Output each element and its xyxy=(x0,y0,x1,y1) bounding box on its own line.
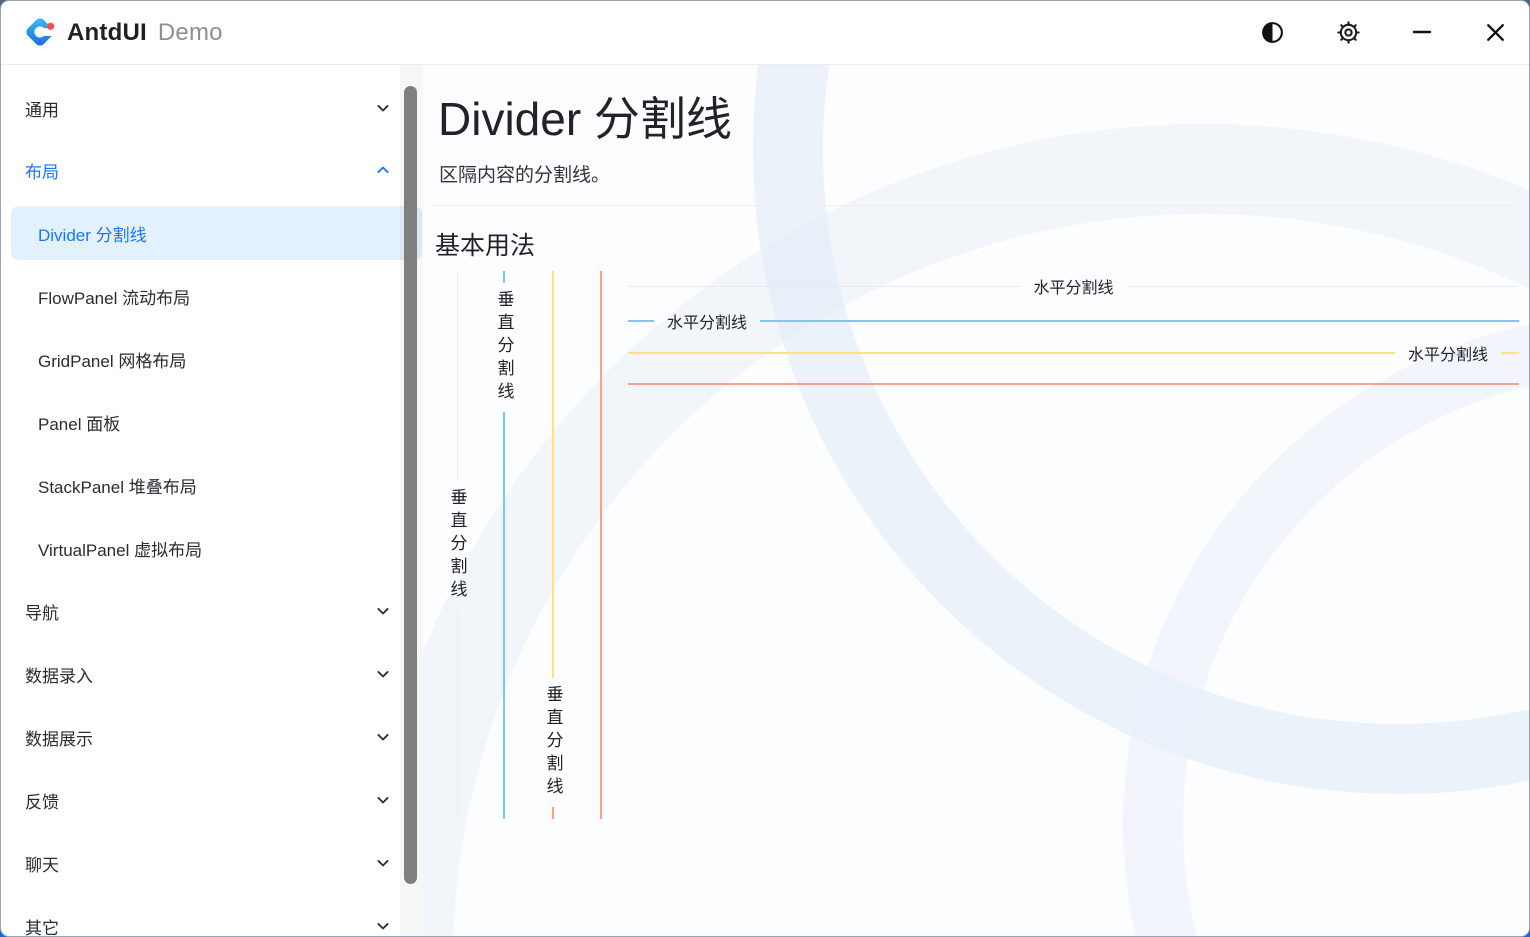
sidebar-group-data-display[interactable]: 数据展示 xyxy=(11,710,422,764)
sidebar-item-stackpanel[interactable]: StackPanel 堆叠布局 xyxy=(11,458,422,512)
divider-line xyxy=(1501,352,1519,354)
divider-line xyxy=(503,412,505,819)
divider-line xyxy=(456,271,458,481)
sidebar-item-panel[interactable]: Panel 面板 xyxy=(11,395,422,449)
chevron-up-icon xyxy=(373,160,393,180)
divider-label: 垂直分割线 xyxy=(543,685,563,800)
sidebar-group-general[interactable]: 通用 xyxy=(11,81,422,135)
divider-line xyxy=(456,609,458,819)
sidebar-group-other[interactable]: 其它 xyxy=(11,899,422,937)
divider-line xyxy=(552,271,554,678)
title-bar: AntdUI Demo xyxy=(1,1,1529,65)
sidebar-item-virtualpanel[interactable]: VirtualPanel 虚拟布局 xyxy=(11,521,422,575)
app-title-suffix: Demo xyxy=(157,18,223,46)
chevron-down-icon xyxy=(373,853,393,873)
minimize-button[interactable] xyxy=(1399,9,1445,55)
sidebar-item-label: StackPanel 堆叠布局 xyxy=(38,477,197,497)
chevron-down-icon xyxy=(373,664,393,684)
sidebar-item-label: Divider 分割线 xyxy=(38,225,147,245)
sidebar-item-divider[interactable]: Divider 分割线 xyxy=(11,206,422,260)
chevron-down-icon xyxy=(373,727,393,747)
background-watermark xyxy=(1123,314,1529,936)
chevron-down-icon xyxy=(373,98,393,118)
divider-line xyxy=(628,320,654,322)
vertical-divider-default: 垂直分割线 xyxy=(441,271,473,819)
app-title-brand: AntdUI xyxy=(67,18,147,46)
vertical-divider-blue: 垂直分割线 xyxy=(488,271,520,819)
sidebar-item-flowpanel[interactable]: FlowPanel 流动布局 xyxy=(11,269,422,323)
sidebar-group-layout[interactable]: 布局 xyxy=(11,143,422,197)
main-content: Divider 分割线 区隔内容的分割线。 基本用法 垂直分割线 垂直分割线 垂… xyxy=(423,64,1529,936)
background-watermark xyxy=(753,64,1529,794)
chevron-down-icon xyxy=(373,790,393,810)
horizontal-divider-blue: 水平分割线 xyxy=(628,310,1519,332)
sidebar-scrollbar-track[interactable] xyxy=(400,64,423,936)
chevron-down-icon xyxy=(373,916,393,936)
divider-line xyxy=(628,383,1519,385)
divider-line xyxy=(1126,285,1520,287)
sidebar-menu: 通用 布局 Divider 分割线 FlowPanel 流动布局 GridPan… xyxy=(1,64,423,937)
minimize-icon xyxy=(1410,20,1434,44)
divider-line xyxy=(600,271,602,819)
section-title: 基本用法 xyxy=(435,232,536,260)
divider-label: 水平分割线 xyxy=(1407,347,1488,364)
sidebar-group-label: 通用 xyxy=(25,100,59,120)
close-icon xyxy=(1483,20,1508,45)
divider-label: 水平分割线 xyxy=(1033,280,1114,297)
sidebar-group-label: 聊天 xyxy=(25,855,59,875)
app-title: AntdUI Demo xyxy=(67,1,223,64)
vertical-divider-yellow: 垂直分割线 xyxy=(537,271,569,819)
sidebar-group-label: 数据录入 xyxy=(25,666,93,686)
sidebar-item-label: FlowPanel 流动布局 xyxy=(38,288,191,308)
divider-line xyxy=(503,271,505,283)
settings-button[interactable] xyxy=(1325,9,1371,55)
sidebar-item-gridpanel[interactable]: GridPanel 网格布局 xyxy=(11,332,422,386)
horizontal-divider-yellow: 水平分割线 xyxy=(628,342,1519,364)
divider-line xyxy=(628,352,1395,354)
divider-line xyxy=(628,285,1021,287)
close-button[interactable] xyxy=(1472,9,1518,55)
divider-label: 水平分割线 xyxy=(667,315,748,332)
sidebar-group-chat[interactable]: 聊天 xyxy=(11,836,422,890)
sidebar-group-feedback[interactable]: 反馈 xyxy=(11,773,422,827)
sidebar-group-label: 布局 xyxy=(25,162,59,182)
theme-toggle-button[interactable] xyxy=(1249,9,1295,55)
gear-icon xyxy=(1336,20,1361,45)
vertical-divider-red xyxy=(585,271,617,819)
app-logo-icon xyxy=(23,15,57,49)
sidebar-group-label: 数据展示 xyxy=(25,729,93,749)
chevron-down-icon xyxy=(373,601,393,621)
sidebar-group-label: 反馈 xyxy=(25,792,59,812)
sidebar-scrollbar-thumb[interactable] xyxy=(404,86,417,884)
sidebar-item-label: Panel 面板 xyxy=(38,414,121,434)
sidebar-group-label: 导航 xyxy=(25,603,59,623)
header-divider-line xyxy=(434,205,1519,206)
sidebar-group-navigation[interactable]: 导航 xyxy=(11,584,422,638)
contrast-icon xyxy=(1260,20,1285,45)
sidebar-group-data-entry[interactable]: 数据录入 xyxy=(11,647,422,701)
divider-label: 垂直分割线 xyxy=(447,487,467,603)
page-title: Divider 分割线 xyxy=(438,93,732,145)
horizontal-divider-red xyxy=(628,373,1519,395)
sidebar-item-label: GridPanel 网格布局 xyxy=(38,351,187,371)
sidebar-group-label: 其它 xyxy=(25,918,59,937)
divider-line xyxy=(552,807,554,819)
divider-line xyxy=(760,320,1519,322)
sidebar-item-label: VirtualPanel 虚拟布局 xyxy=(38,540,203,560)
divider-label: 垂直分割线 xyxy=(494,290,514,405)
horizontal-divider-default: 水平分割线 xyxy=(628,275,1520,297)
page-subtitle: 区隔内容的分割线。 xyxy=(439,165,611,186)
